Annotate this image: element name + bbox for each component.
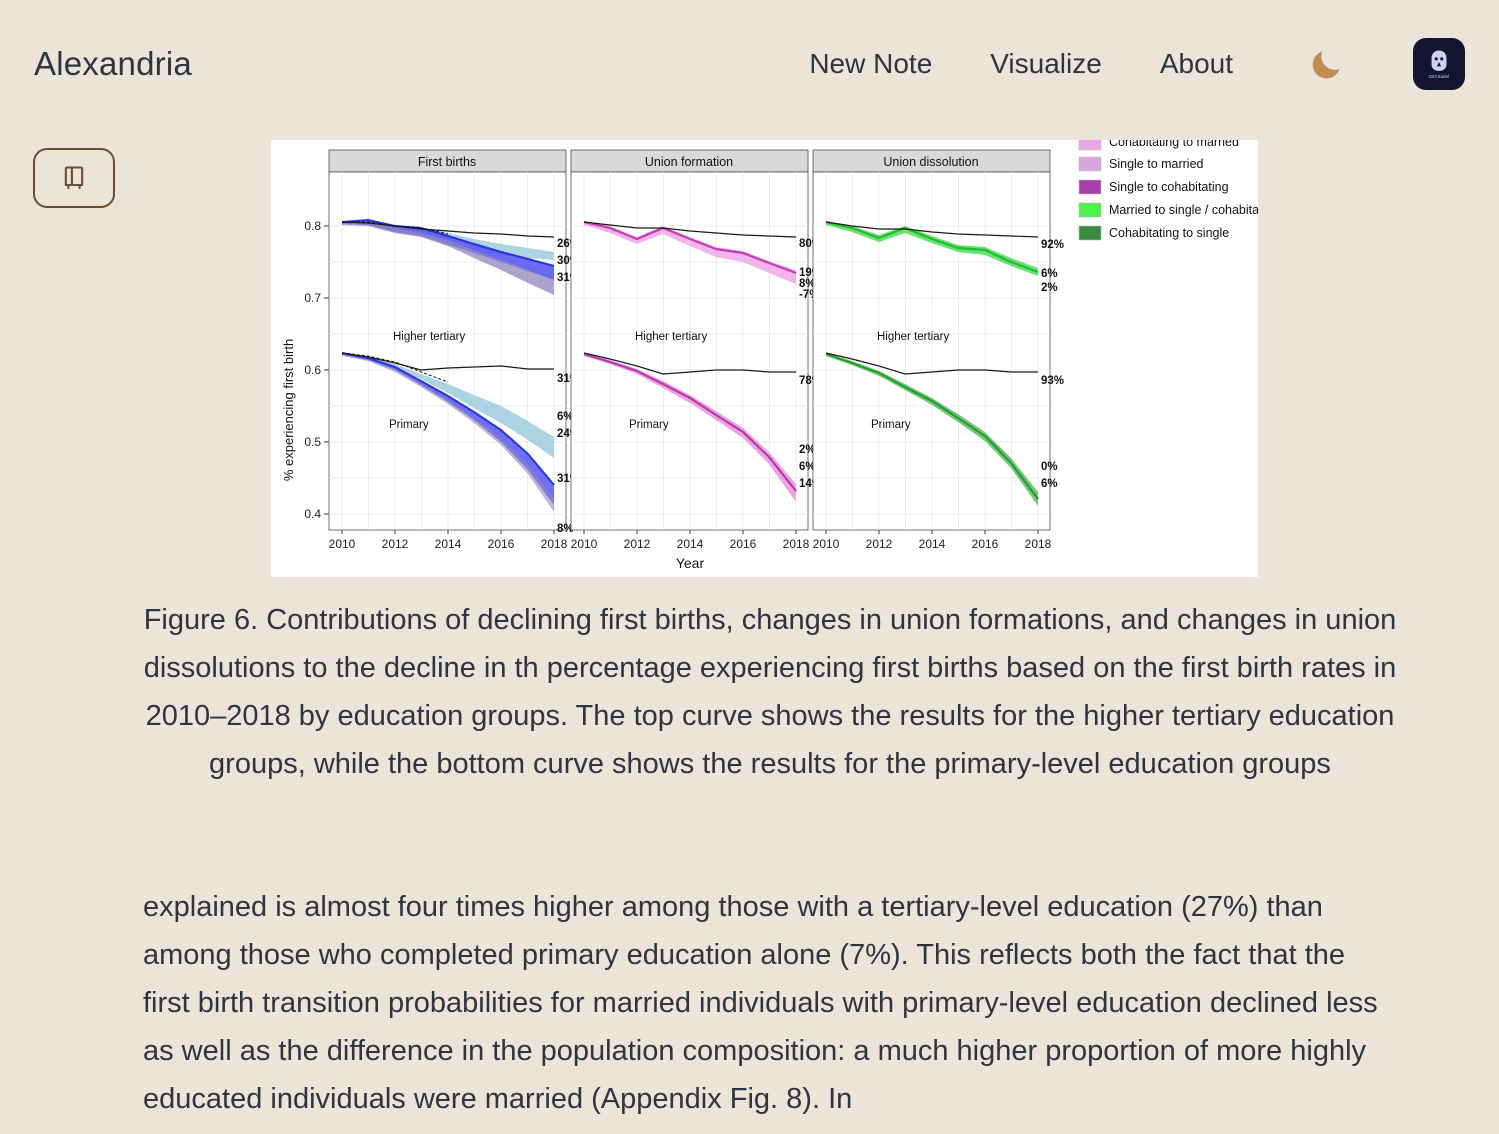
svg-text:2016: 2016 <box>972 537 999 551</box>
counterfactual-line <box>825 221 1039 238</box>
panel-title: Union formation <box>645 155 733 169</box>
group-label-primary: Primary <box>389 419 429 431</box>
svg-text:6%: 6% <box>557 411 574 423</box>
svg-text:2010: 2010 <box>571 537 598 551</box>
svg-text:0.4: 0.4 <box>304 507 321 521</box>
x-axis-ticks <box>341 530 1039 534</box>
legend-swatch-cohabitating-to-single <box>1078 225 1102 241</box>
svg-text:0%: 0% <box>1041 461 1058 473</box>
svg-text:6%: 6% <box>799 461 816 473</box>
observed-line-primary <box>583 352 797 492</box>
gitcitadel-logo-badge[interactable]: GitCitadel <box>1413 38 1465 90</box>
panel-union-formation: Union formation <box>570 149 822 531</box>
nav-new-note[interactable]: New Note <box>809 48 933 79</box>
nav-visualize[interactable]: Visualize <box>990 48 1102 79</box>
primary-nav: New Note Visualize About GitCitadel <box>799 38 1465 90</box>
panel-union-dissolution: Union dissolution <box>812 149 1064 531</box>
moon-icon <box>1312 51 1340 79</box>
group-label-higher-tertiary: Higher tertiary <box>635 331 707 343</box>
svg-text:2014: 2014 <box>919 537 946 551</box>
article-paragraph: explained is almost four times higher am… <box>143 891 1378 1115</box>
observed-line <box>825 220 1039 274</box>
svg-text:92%: 92% <box>1041 239 1064 251</box>
observed-line-primary <box>825 352 1039 500</box>
counterfactual-line-primary <box>825 352 1038 375</box>
svg-text:0.7: 0.7 <box>304 291 321 305</box>
nav-about[interactable]: About <box>1159 48 1233 79</box>
svg-text:2010: 2010 <box>329 537 356 551</box>
logo-text: GitCitadel <box>1428 74 1450 80</box>
knight-helmet-icon <box>1431 50 1447 71</box>
svg-text:2016: 2016 <box>488 537 515 551</box>
group-label-primary: Primary <box>629 419 669 431</box>
dashed-line <box>342 221 449 235</box>
svg-text:2018: 2018 <box>1025 537 1052 551</box>
svg-text:2012: 2012 <box>866 537 893 551</box>
top-navigation-bar: Alexandria New Note Visualize About GitC… <box>0 0 1499 128</box>
svg-text:0.5: 0.5 <box>304 435 321 449</box>
legend-swatch-single-to-cohabitating <box>1078 179 1102 195</box>
legend-label-single-to-cohabitating: Single to cohabitating <box>1109 180 1229 194</box>
panel-first-births: First births <box>328 149 580 535</box>
figure-caption: Figure 6. Contributions of declining fir… <box>143 604 1397 780</box>
svg-text:2%: 2% <box>799 444 816 456</box>
counterfactual-line-primary <box>583 352 796 375</box>
legend-label-married-to-single: Married to single / cohabitating <box>1109 203 1258 217</box>
x-axis-title: Year <box>676 555 705 571</box>
y-axis-ticks: 0.8 0.7 0.6 0.5 0.4 <box>304 219 329 521</box>
legend-swatch-single-to-married <box>1078 156 1102 172</box>
svg-text:0.6: 0.6 <box>304 363 321 377</box>
y-axis-title: % experiencing first birth <box>281 339 296 481</box>
counterfactual-line <box>341 221 555 238</box>
svg-text:2010: 2010 <box>813 537 840 551</box>
counterfactual-line <box>583 221 797 238</box>
svg-text:2014: 2014 <box>677 537 704 551</box>
book-icon <box>64 166 84 190</box>
observed-line <box>341 218 555 267</box>
library-toggle-button[interactable] <box>33 148 115 208</box>
svg-text:2018: 2018 <box>541 537 568 551</box>
svg-text:2014: 2014 <box>435 537 462 551</box>
svg-text:93%: 93% <box>1041 375 1064 387</box>
app-brand-title[interactable]: Alexandria <box>34 45 192 82</box>
figure-image-container[interactable]: % experiencing first birth 0.8 0.7 0.6 0… <box>271 140 1258 577</box>
legend-label-cohabitating-to-single: Cohabitating to single <box>1109 226 1229 240</box>
svg-text:2018: 2018 <box>783 537 810 551</box>
svg-text:8%: 8% <box>557 523 574 535</box>
svg-text:6%: 6% <box>1041 478 1058 490</box>
group-label-higher-tertiary: Higher tertiary <box>393 331 465 343</box>
svg-text:6%: 6% <box>1041 268 1058 280</box>
svg-text:8%: 8% <box>799 278 816 290</box>
x-axis-tick-labels: 2010 2012 2014 2016 2018 2010 2012 2014 2016… <box>329 537 1052 551</box>
svg-text:0.8: 0.8 <box>304 219 321 233</box>
legend-label-single-to-married: Single to married <box>1109 157 1204 171</box>
panel-title: First births <box>418 155 476 169</box>
svg-text:2%: 2% <box>1041 282 1058 294</box>
chart-legend: Cohabitating to married Single to marrie… <box>1078 140 1258 241</box>
legend-swatch-married-to-single <box>1078 202 1102 218</box>
svg-text:2012: 2012 <box>624 537 651 551</box>
end-labels-primary: 93% 0% 6% <box>1041 375 1064 490</box>
end-labels-tertiary: 92% 6% 2% <box>1041 239 1064 294</box>
group-label-higher-tertiary: Higher tertiary <box>877 331 949 343</box>
legend-label-cohabitating-to-married: Cohabitating to married <box>1109 140 1239 149</box>
svg-text:2016: 2016 <box>730 537 757 551</box>
dashed-line-primary <box>341 352 449 383</box>
group-label-primary: Primary <box>871 419 911 431</box>
observed-line <box>583 220 797 275</box>
counterfactual-line-primary <box>341 352 554 371</box>
faceted-line-chart: % experiencing first birth 0.8 0.7 0.6 0… <box>271 140 1258 577</box>
theme-toggle-button[interactable] <box>1303 41 1349 87</box>
panel-title: Union dissolution <box>883 155 978 169</box>
observed-line-primary <box>341 352 555 486</box>
svg-text:2012: 2012 <box>382 537 409 551</box>
